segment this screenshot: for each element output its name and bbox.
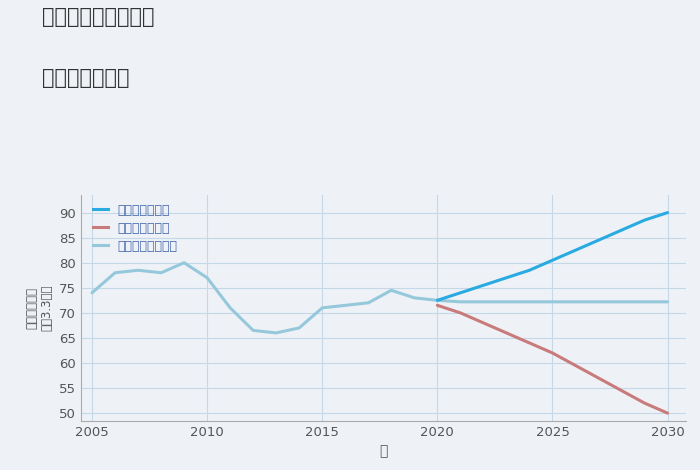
X-axis label: 年: 年 (379, 444, 387, 458)
Y-axis label: 単価（万円）
坪（3.3㎡）: 単価（万円） 坪（3.3㎡） (25, 285, 53, 331)
Legend: グッドシナリオ, バッドシナリオ, ノーマルシナリオ: グッドシナリオ, バッドシナリオ, ノーマルシナリオ (93, 204, 178, 252)
Text: 千葉県柏市五條谷の: 千葉県柏市五條谷の (42, 7, 155, 27)
Text: 土地の価格推移: 土地の価格推移 (42, 68, 130, 88)
